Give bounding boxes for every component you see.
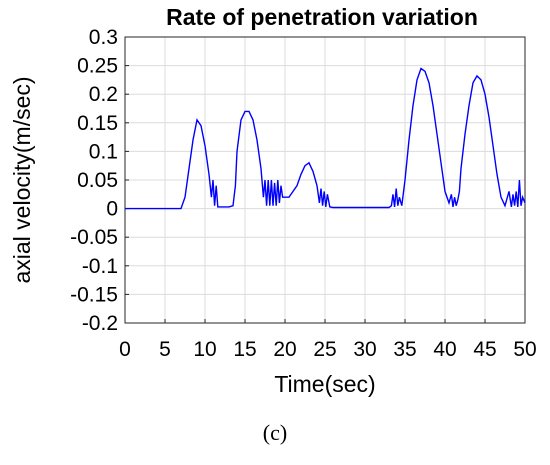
y-tick-label: 0.3 xyxy=(89,26,118,49)
y-tick-label: 0.1 xyxy=(89,140,118,163)
x-tick-label: 25 xyxy=(313,338,336,361)
x-tick-label: 45 xyxy=(473,338,496,361)
x-tick-label: 40 xyxy=(433,338,456,361)
y-tick-label: -0.05 xyxy=(70,226,118,249)
y-tick-label: 0.2 xyxy=(89,83,118,106)
y-tick-label: 0.15 xyxy=(77,112,118,135)
y-tick-label: -0.1 xyxy=(82,255,118,278)
x-tick-label: 30 xyxy=(353,338,376,361)
x-tick-label: 0 xyxy=(119,338,131,361)
line-chart: Rate of penetration variation -0.2-0.15-… xyxy=(9,4,537,397)
x-tick-label: 15 xyxy=(233,338,256,361)
figure-caption: (c) xyxy=(262,420,288,445)
x-tick-label: 50 xyxy=(513,338,536,361)
y-axis-ticks: -0.2 -0.15 -0.1 -0.05 0 0.05 0.1 0.15 0.2 0.25 0.3 xyxy=(70,26,129,335)
y-tick-label: 0.05 xyxy=(77,169,118,192)
series-line xyxy=(125,67,526,210)
y-tick-label: -0.15 xyxy=(70,283,118,306)
grid-lines xyxy=(124,36,526,324)
x-tick-label: 20 xyxy=(273,338,296,361)
x-tick-label: 35 xyxy=(393,338,416,361)
y-tick-label: -0.2 xyxy=(82,312,118,335)
y-axis-label: axial velocity(m/sec) xyxy=(9,76,35,283)
x-axis-ticks: 0 5 10 15 20 25 30 35 40 45 50 xyxy=(119,319,537,361)
x-tick-label: 5 xyxy=(159,338,171,361)
x-axis-label: Time(sec) xyxy=(274,371,375,397)
chart-title: Rate of penetration variation xyxy=(166,4,478,30)
y-tick-label: 0 xyxy=(106,198,118,221)
y-tick-label: 0.25 xyxy=(77,55,118,78)
x-tick-label: 10 xyxy=(193,338,216,361)
